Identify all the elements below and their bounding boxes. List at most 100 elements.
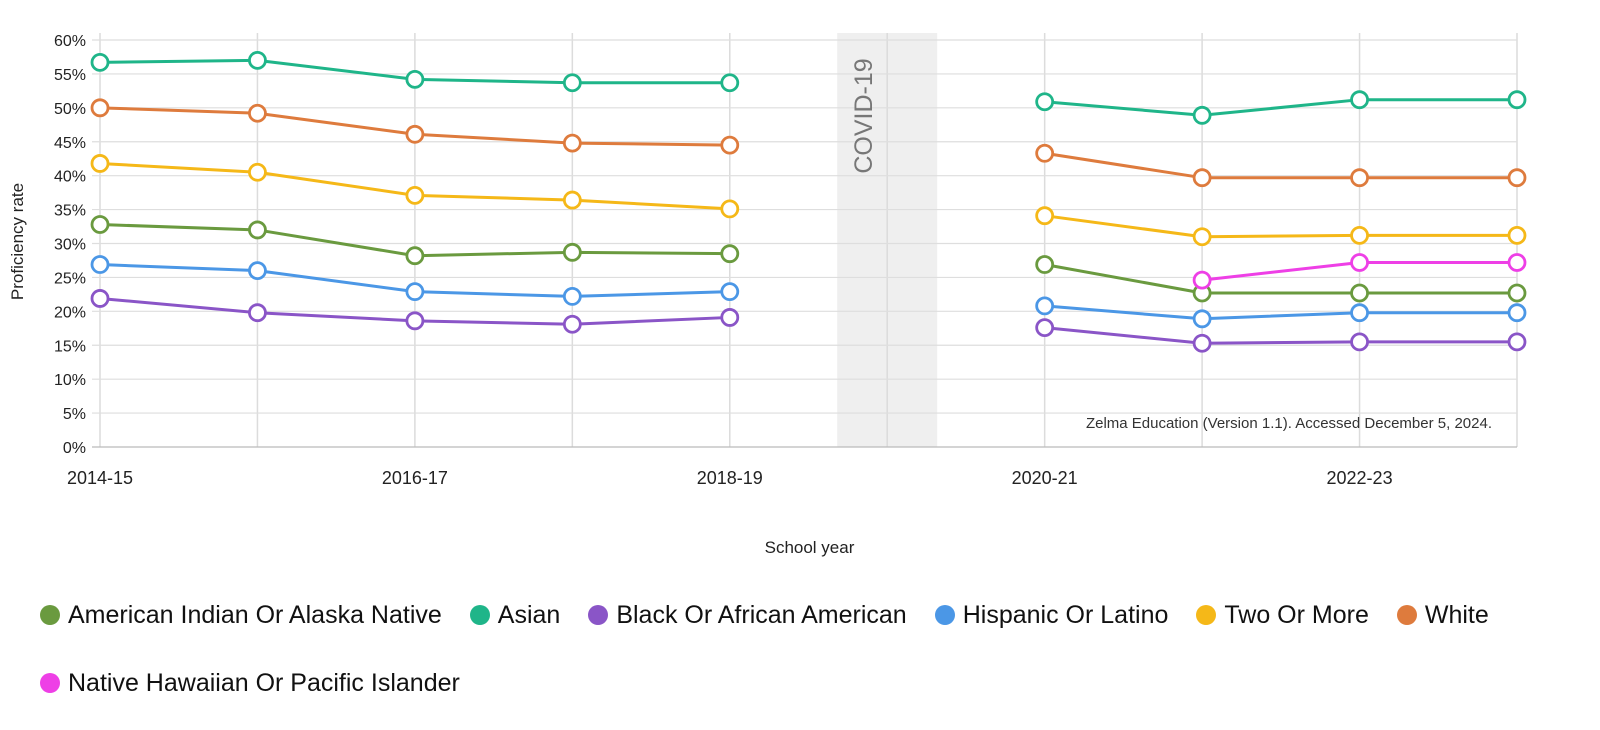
data-point[interactable]	[90, 154, 110, 173]
data-point[interactable]	[1350, 303, 1369, 323]
legend-item[interactable]: Two Or More	[1196, 596, 1369, 634]
data-point[interactable]	[1192, 309, 1212, 329]
series-line	[1044, 214, 1517, 239]
covid-label: COVID-19	[850, 58, 878, 173]
data-point[interactable]	[405, 282, 425, 302]
series-line	[1044, 263, 1517, 295]
data-point[interactable]	[1507, 283, 1527, 303]
legend-swatch-icon	[40, 673, 60, 693]
data-point[interactable]	[248, 103, 267, 123]
data-point[interactable]	[248, 261, 267, 281]
legend-swatch-icon	[1196, 605, 1217, 625]
data-point[interactable]	[1035, 92, 1055, 112]
data-point[interactable]	[1035, 255, 1055, 274]
legend-item[interactable]: White	[1396, 596, 1489, 634]
line-chart: 0% 5% 10% 15% 20% 25% 30% 35% 40% 45% 50% 55% 60% 201…	[8, 33, 1527, 557]
series-line	[1044, 304, 1517, 321]
data-point[interactable]	[248, 162, 267, 182]
y-tick-label: 20%	[54, 304, 86, 321]
legend-item[interactable]: Black Or African American	[588, 596, 907, 634]
data-point[interactable]	[1350, 90, 1369, 110]
data-point[interactable]	[1192, 105, 1212, 125]
data-point[interactable]	[1350, 283, 1369, 303]
data-point[interactable]	[1350, 332, 1369, 352]
data-point[interactable]	[248, 220, 267, 240]
legend-swatch-icon	[469, 605, 490, 625]
legend-label: White	[1424, 600, 1489, 629]
data-point[interactable]	[1192, 270, 1212, 290]
y-tick-label: 30%	[54, 237, 86, 254]
data-point[interactable]	[405, 311, 425, 331]
legend-swatch-icon	[40, 605, 60, 625]
legend-item[interactable]: Asian	[469, 596, 561, 634]
y-tick-label: 15%	[54, 338, 86, 355]
x-tick-label: 2014-15	[67, 468, 133, 488]
data-point[interactable]	[720, 199, 740, 219]
data-point[interactable]	[1192, 227, 1212, 247]
data-point[interactable]	[90, 215, 110, 234]
x-tick-label: 2016-17	[382, 468, 448, 488]
data-point[interactable]	[720, 282, 740, 302]
data-point[interactable]	[1350, 253, 1369, 272]
legend: American Indian Or Alaska Native Asian Bla…	[40, 596, 1580, 702]
x-tick-label: 2018-19	[697, 468, 763, 488]
data-point[interactable]	[1350, 225, 1369, 245]
x-tick-label: 2020-21	[1012, 468, 1078, 488]
series-line	[1044, 98, 1517, 117]
data-point[interactable]	[405, 185, 425, 205]
data-point[interactable]	[1507, 168, 1527, 188]
legend-label: Native Hawaiian Or Pacific Islander	[68, 668, 460, 697]
y-tick-label: 45%	[54, 135, 86, 152]
y-tick-label: 10%	[54, 372, 86, 389]
y-tick-label: 50%	[54, 101, 86, 118]
data-point[interactable]	[405, 246, 425, 266]
data-point[interactable]	[1035, 318, 1055, 338]
y-tick-label: 35%	[54, 203, 86, 220]
legend-item[interactable]: American Indian Or Alaska Native	[40, 596, 442, 634]
series-group	[90, 255, 1527, 329]
y-tick-label: 0%	[63, 440, 86, 457]
series-group	[90, 215, 1527, 303]
y-tick-label: 40%	[54, 169, 86, 186]
data-point[interactable]	[1507, 253, 1527, 272]
legend-label: Asian	[497, 600, 561, 629]
data-point[interactable]	[562, 133, 582, 153]
data-point[interactable]	[1035, 206, 1055, 226]
data-point[interactable]	[1507, 332, 1527, 352]
data-point[interactable]	[248, 50, 267, 70]
data-point[interactable]	[1507, 225, 1527, 245]
data-point[interactable]	[1350, 168, 1369, 188]
data-point[interactable]	[1192, 168, 1212, 188]
data-point[interactable]	[720, 244, 740, 264]
data-point[interactable]	[405, 69, 425, 89]
data-point[interactable]	[720, 135, 740, 155]
data-point[interactable]	[562, 73, 582, 93]
data-point[interactable]	[1192, 333, 1212, 353]
legend-item[interactable]: Native Hawaiian Or Pacific Islander	[40, 664, 460, 702]
series-line	[1044, 326, 1517, 345]
data-point[interactable]	[90, 289, 110, 308]
legend-item[interactable]: Hispanic Or Latino	[934, 596, 1168, 634]
legend-label: American Indian Or Alaska Native	[68, 600, 442, 629]
data-point[interactable]	[90, 52, 110, 72]
data-point[interactable]	[562, 314, 582, 334]
data-point[interactable]	[248, 303, 267, 323]
source-note: Zelma Education (Version 1.1). Accessed …	[1086, 415, 1492, 432]
y-tick-label: 25%	[54, 270, 86, 287]
series-group	[1192, 253, 1527, 290]
legend-swatch-icon	[1396, 605, 1417, 625]
data-point[interactable]	[90, 255, 110, 274]
data-point[interactable]	[562, 242, 582, 262]
data-point[interactable]	[90, 98, 110, 118]
data-point[interactable]	[1035, 296, 1055, 316]
series-group	[90, 50, 1527, 125]
data-point[interactable]	[405, 124, 425, 144]
data-point[interactable]	[1035, 143, 1055, 163]
data-point[interactable]	[1507, 90, 1527, 110]
data-point[interactable]	[562, 190, 582, 210]
data-point[interactable]	[720, 308, 740, 327]
data-point[interactable]	[562, 287, 582, 306]
data-point[interactable]	[1507, 303, 1527, 323]
data-point[interactable]	[720, 73, 740, 93]
